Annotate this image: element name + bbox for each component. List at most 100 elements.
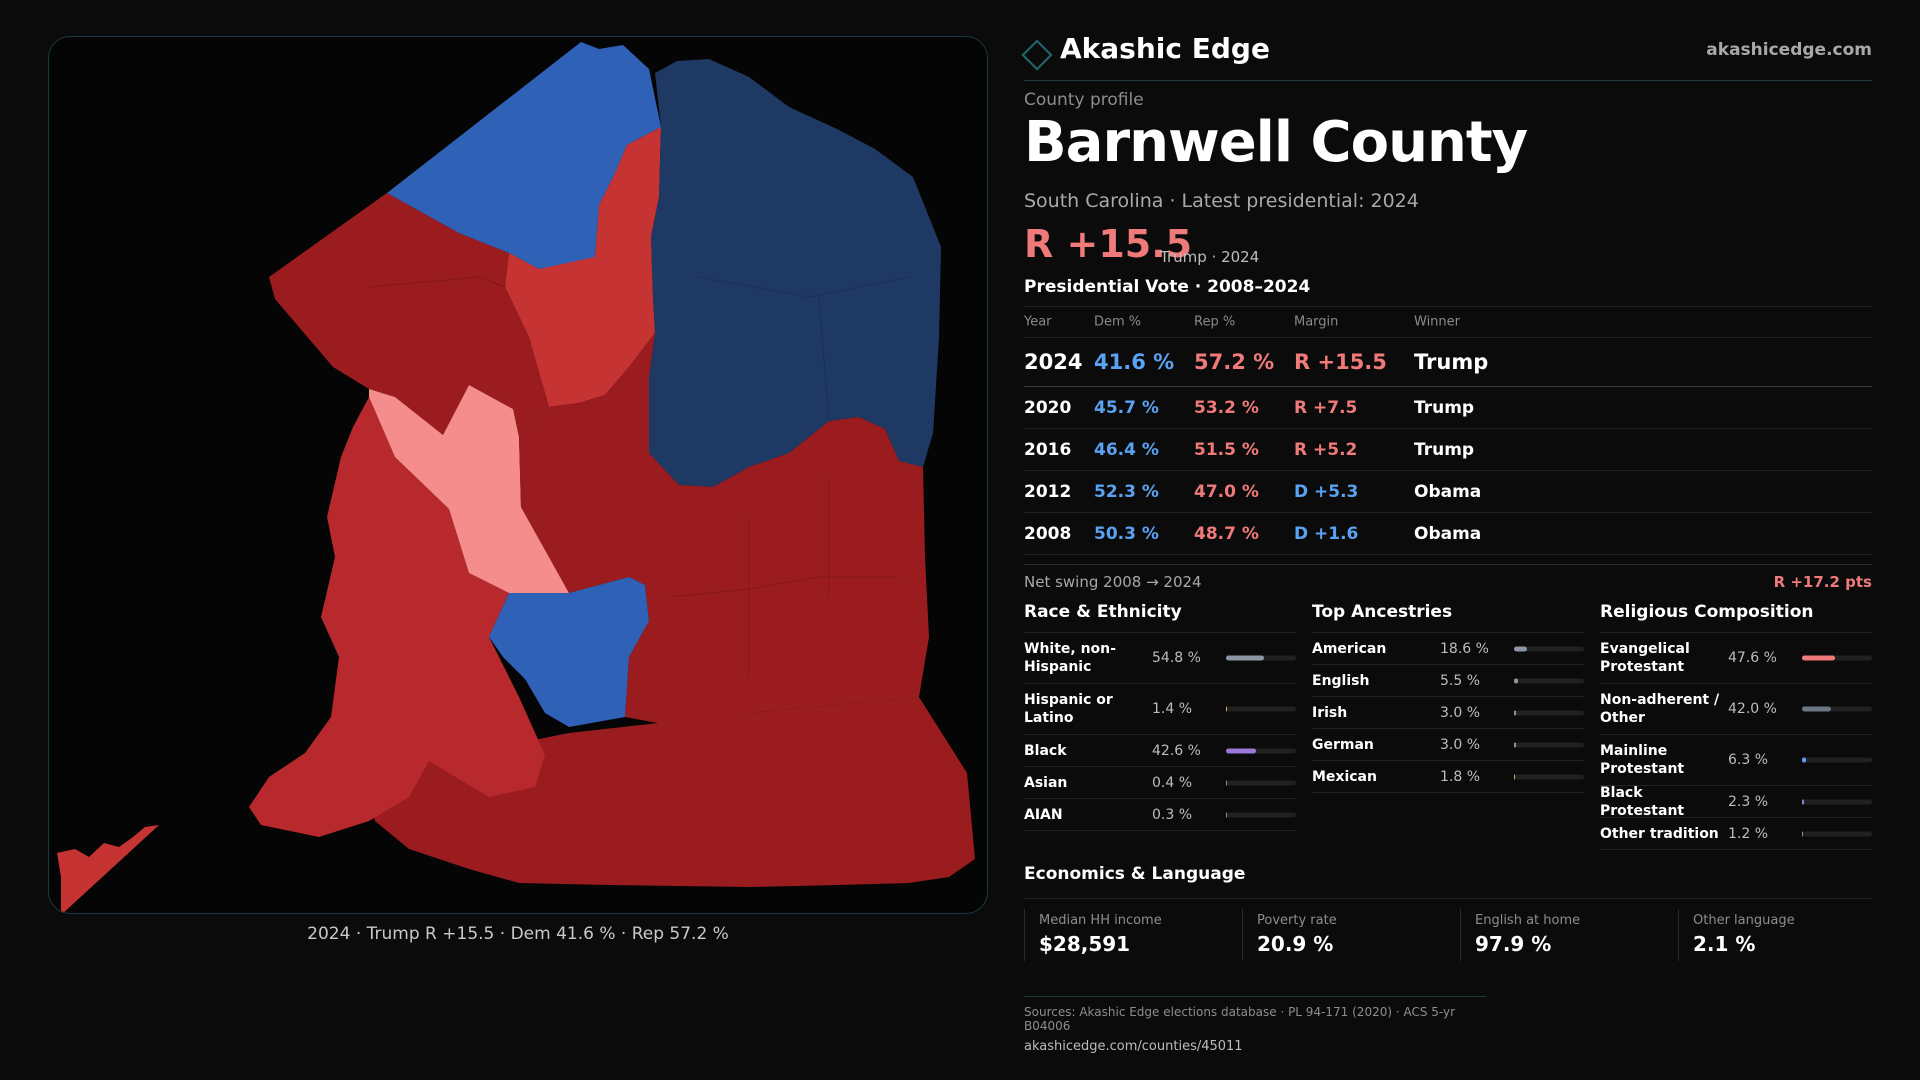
row-margin: R +7.5 — [1294, 397, 1358, 418]
list-item: Mainline Protestant 6.3 % — [1600, 735, 1872, 786]
table-row: 2024 41.6 % 57.2 % R +15.5 Trump — [1024, 338, 1872, 387]
swing-value: R +17.2 pts — [1773, 573, 1872, 591]
row-winner: Obama — [1414, 481, 1482, 502]
county-url[interactable]: akashicedge.com/counties/45011 — [1024, 1039, 1243, 1054]
stat-value: 2.1 % — [1693, 932, 1756, 956]
item-value: 1.2 % — [1728, 825, 1769, 842]
county-map-panel — [48, 36, 988, 914]
table-row: 2008 50.3 % 48.7 % D +1.6 Obama — [1024, 513, 1872, 555]
stat-label: Other language — [1693, 913, 1795, 928]
row-year: 2024 — [1024, 350, 1083, 374]
list-item: German 3.0 % — [1312, 729, 1584, 761]
row-rep: 53.2 % — [1194, 397, 1259, 418]
diamond-icon — [1021, 39, 1053, 71]
header-winner: Winner — [1414, 314, 1461, 330]
share-bar-fill — [1802, 799, 1804, 804]
precinct-southwest[interactable] — [249, 397, 545, 837]
row-dem: 41.6 % — [1094, 350, 1175, 374]
row-dem: 52.3 % — [1094, 481, 1159, 502]
precinct-northeast-dem[interactable] — [649, 59, 941, 487]
row-winner: Obama — [1414, 523, 1482, 544]
stat-other-language: Other language 2.1 % — [1678, 909, 1878, 961]
row-margin: R +5.2 — [1294, 439, 1358, 460]
precinct-north-central[interactable] — [505, 127, 661, 407]
item-value: 54.8 % — [1152, 650, 1201, 666]
item-label: Other tradition — [1600, 825, 1719, 842]
share-bar-fill — [1514, 774, 1516, 779]
table-row: 2012 52.3 % 47.0 % D +5.3 Obama — [1024, 471, 1872, 513]
row-winner: Trump — [1414, 439, 1475, 460]
share-bar-fill — [1802, 831, 1804, 836]
item-value: 3.0 % — [1440, 704, 1481, 721]
share-bar-fill — [1226, 812, 1228, 817]
stat-label: Poverty rate — [1257, 913, 1337, 928]
share-bar — [1226, 812, 1296, 817]
share-bar — [1514, 678, 1584, 683]
sources-text: Sources: Akashic Edge elections database… — [1024, 1005, 1456, 1033]
row-dem: 46.4 % — [1094, 439, 1159, 460]
stat-label: English at home — [1475, 913, 1581, 928]
share-bar — [1226, 748, 1296, 753]
item-value: 42.0 % — [1728, 701, 1777, 717]
precinct-north-dem[interactable] — [387, 42, 661, 269]
row-dem: 50.3 % — [1094, 523, 1159, 544]
item-value: 2.3 % — [1728, 793, 1769, 810]
share-bar-fill — [1514, 646, 1528, 651]
row-winner: Trump — [1414, 350, 1489, 374]
subtitle: South Carolina · Latest presidential: 20… — [1024, 190, 1419, 212]
race-ethnicity-section: Race & Ethnicity White, non-Hispanic 54.… — [1024, 602, 1296, 831]
economics-section-title: Economics & Language — [1024, 864, 1246, 884]
row-year: 2016 — [1024, 439, 1072, 460]
item-value: 0.4 % — [1152, 774, 1193, 791]
precinct-northwest[interactable] — [269, 193, 549, 437]
row-year: 2020 — [1024, 397, 1072, 418]
list-item: Irish 3.0 % — [1312, 697, 1584, 729]
brand-name: Akashic Edge — [1060, 32, 1270, 65]
item-value: 18.6 % — [1440, 640, 1489, 657]
item-value: 0.3 % — [1152, 806, 1193, 823]
sources: Sources: Akashic Edge elections database… — [1024, 996, 1486, 1054]
header-dem: Dem % — [1094, 314, 1142, 330]
vote-table: Year Dem % Rep % Margin Winner 2024 41.6… — [1024, 306, 1872, 555]
headline-margin-note: Trump · 2024 — [1160, 248, 1260, 266]
list-item: Other tradition 1.2 % — [1600, 818, 1872, 850]
list-item: Black 42.6 % — [1024, 735, 1296, 767]
stat-english-home: English at home 97.9 % — [1460, 909, 1660, 961]
header-rep: Rep % — [1194, 314, 1236, 330]
item-value: 47.6 % — [1728, 650, 1777, 666]
row-rep: 57.2 % — [1194, 350, 1275, 374]
list-item: White, non-Hispanic 54.8 % — [1024, 633, 1296, 684]
item-label: Irish — [1312, 704, 1348, 721]
share-bar — [1514, 710, 1584, 715]
precinct-tail-sw[interactable] — [57, 825, 159, 914]
site-link[interactable]: akashicedge.com — [1706, 40, 1872, 60]
row-year: 2008 — [1024, 523, 1072, 544]
item-label: AIAN — [1024, 806, 1063, 823]
county-map[interactable] — [49, 37, 988, 914]
eyebrow: County profile — [1024, 90, 1144, 110]
share-bar-fill — [1226, 748, 1256, 753]
row-year: 2012 — [1024, 481, 1072, 502]
item-label: Black Protestant — [1600, 784, 1685, 819]
share-bar — [1514, 646, 1584, 651]
precinct-center[interactable] — [519, 333, 929, 725]
stat-value: $28,591 — [1039, 932, 1131, 956]
row-dem: 45.7 % — [1094, 397, 1159, 418]
row-rep: 48.7 % — [1194, 523, 1259, 544]
table-row: 2016 46.4 % 51.5 % R +5.2 Trump — [1024, 429, 1872, 471]
list-item: Mexican 1.8 % — [1312, 761, 1584, 793]
share-bar-fill — [1226, 655, 1265, 661]
county-profile-panel: Akashic Edge akashicedge.com County prof… — [1021, 0, 1872, 1080]
item-value: 3.0 % — [1440, 736, 1481, 753]
share-bar — [1802, 831, 1872, 836]
item-label: English — [1312, 672, 1370, 689]
section-title: Top Ancestries — [1312, 602, 1584, 633]
share-bar — [1802, 706, 1872, 712]
vote-section-title: Presidential Vote · 2008–2024 — [1024, 277, 1311, 297]
share-bar — [1802, 655, 1872, 661]
precinct-south-dem[interactable] — [489, 577, 649, 727]
list-item: American 18.6 % — [1312, 633, 1584, 665]
item-value: 6.3 % — [1728, 752, 1769, 768]
stat-label: Median HH income — [1039, 913, 1162, 928]
item-label: Mexican — [1312, 768, 1377, 785]
